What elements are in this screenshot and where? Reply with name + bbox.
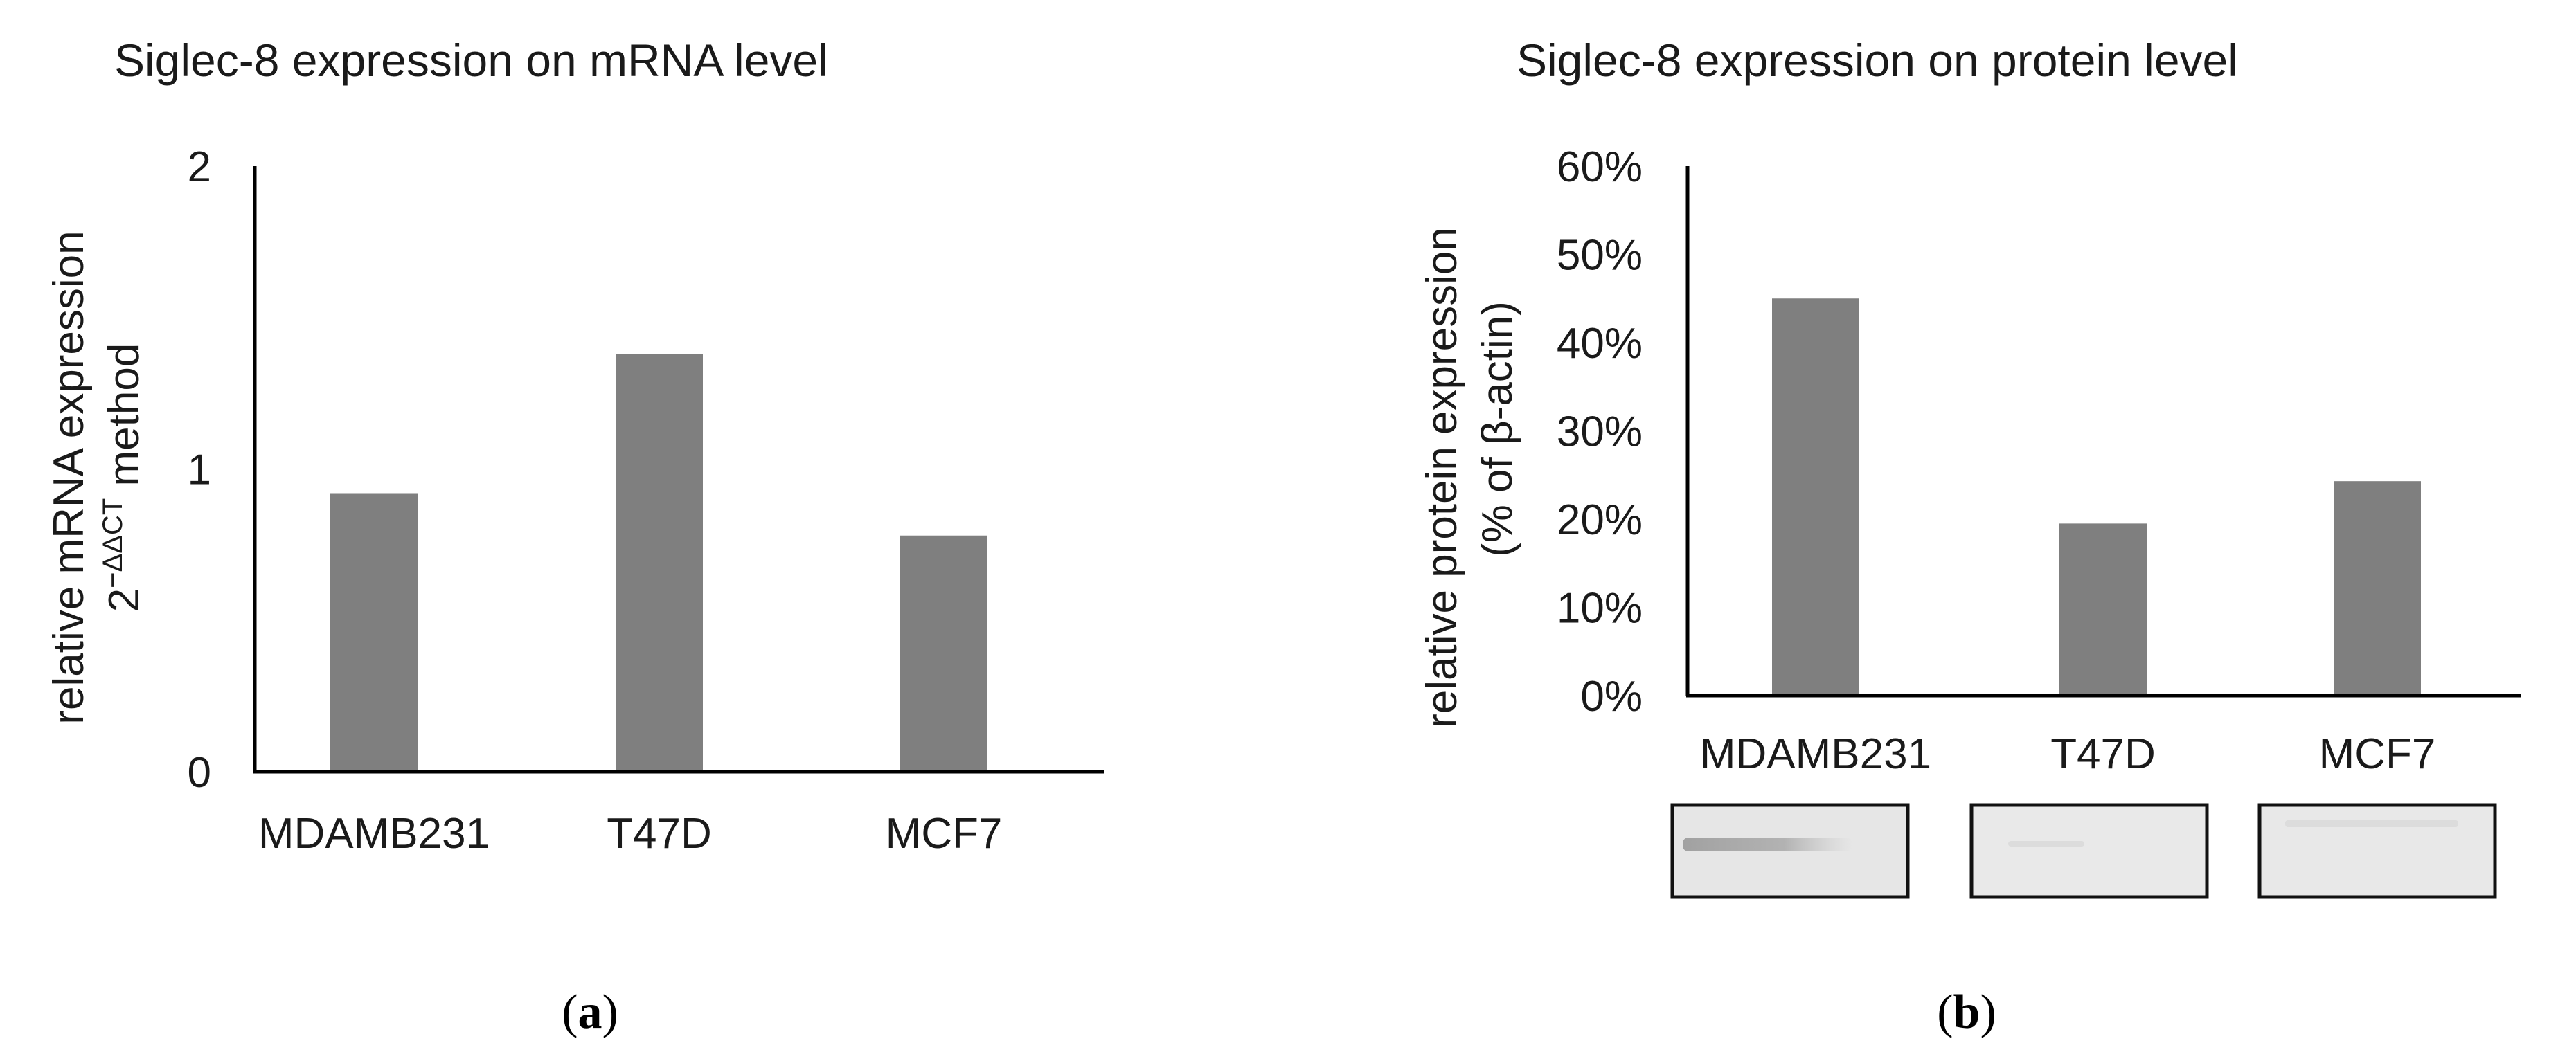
chart-b-y-tick-label: 20% [1557, 496, 1643, 544]
chart-a-panel-label: (a) [562, 986, 618, 1039]
chart-a-bars [330, 354, 987, 772]
blot-lane-mcf7 [2257, 803, 2497, 899]
chart-b-bars [1772, 298, 2421, 696]
chart-b-y-tick-label: 60% [1557, 143, 1643, 191]
chart-a-bar-mdamb231 [330, 493, 418, 772]
chart-a-y-tick-label: 2 [188, 143, 211, 191]
chart-a-y-tick-labels: 0 1 2 [188, 143, 211, 797]
chart-b: Siglec-8 expression on protein level rel… [1418, 35, 2521, 1039]
chart-b-x-tick-labels: MDAMB231 T47D MCF7 [1700, 730, 2436, 778]
chart-b-panel-letter: b [1953, 986, 1980, 1039]
chart-a-bar-mcf7 [900, 535, 987, 772]
blot-lane-t47d [1969, 803, 2209, 899]
chart-a-title: Siglec-8 expression on mRNA level [114, 35, 828, 86]
chart-b-ylabel: relative protein expression [1418, 227, 1466, 728]
chart-a: Siglec-8 expression on mRNA level relati… [45, 35, 1104, 1039]
chart-b-panel-label: (b) [1937, 986, 1996, 1039]
chart-a-x-tick-label: T47D [607, 810, 712, 858]
chart-a-ylabel-base: 2 [100, 588, 148, 612]
chart-b-y-tick-label: 10% [1557, 585, 1643, 633]
chart-b-y-tick-labels: 0% 10% 20% 30% 40% 50% 60% [1557, 143, 1643, 721]
chart-a-panel-letter: a [578, 986, 602, 1039]
chart-a-y-tick-label: 0 [188, 749, 211, 797]
chart-b-x-tick-label: MCF7 [2319, 730, 2436, 778]
chart-b-ylabel-line2: (% of β-actin) [1474, 301, 1521, 557]
chart-a-x-tick-labels: MDAMB231 T47D MCF7 [258, 810, 1003, 858]
chart-b-x-tick-label: MDAMB231 [1700, 730, 1931, 778]
chart-a-ylabel: relative mRNA expression [45, 230, 93, 724]
western-blot [1670, 803, 2497, 899]
chart-a-x-tick-label: MCF7 [886, 810, 1003, 858]
chart-b-bar-mcf7 [2334, 481, 2421, 696]
chart-b-y-tick-label: 50% [1557, 232, 1643, 280]
chart-b-bar-mdamb231 [1772, 298, 1859, 696]
chart-b-x-tick-label: T47D [2050, 730, 2156, 778]
chart-b-title: Siglec-8 expression on protein level [1517, 35, 2238, 86]
blot-lane-mdamb231 [1670, 803, 1910, 899]
chart-a-y-tick-label: 1 [188, 446, 211, 494]
chart-a-bar-t47d [616, 354, 703, 772]
chart-a-ylabel-method: method [100, 343, 148, 498]
chart-a-ylabel-exponent: −ΔΔCT [98, 498, 128, 588]
chart-b-bar-t47d [2059, 523, 2147, 696]
chart-b-y-tick-label: 40% [1557, 320, 1643, 368]
chart-a-x-tick-label: MDAMB231 [258, 810, 490, 858]
chart-b-y-tick-label: 0% [1580, 673, 1643, 721]
chart-b-y-tick-label: 30% [1557, 408, 1643, 456]
chart-a-ylabel-line2: 2−ΔΔCT method [98, 343, 148, 613]
